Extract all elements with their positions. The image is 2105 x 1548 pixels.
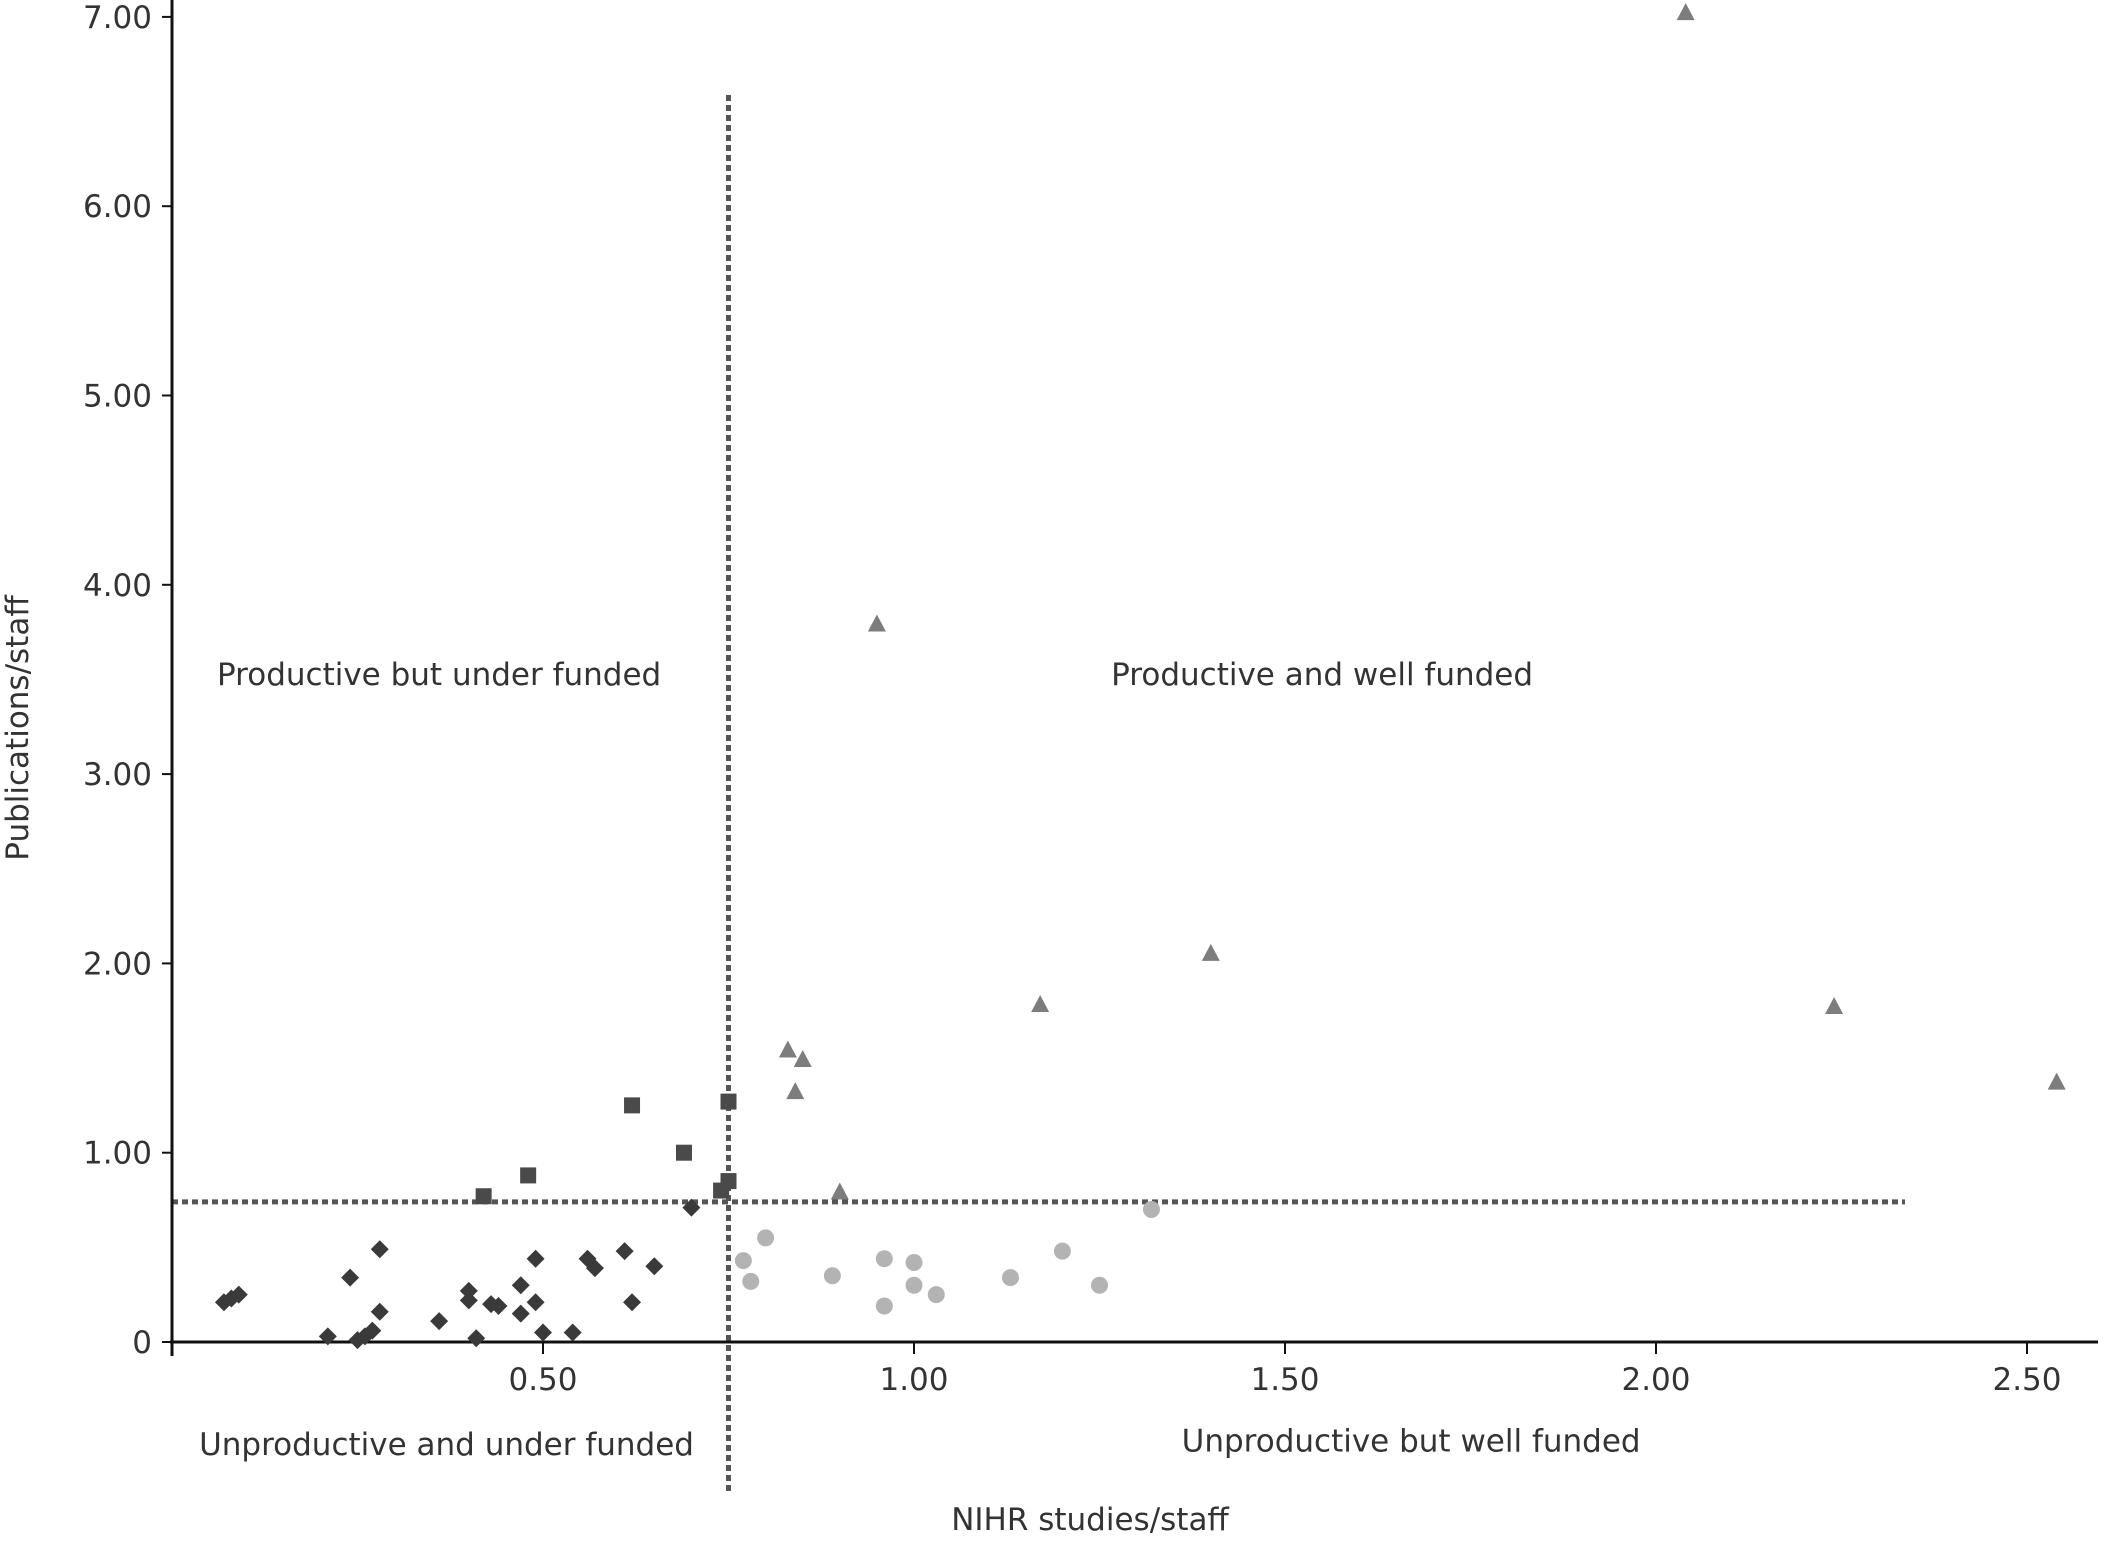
data-point-diamond [534,1323,552,1342]
y-tick-label: 6.00 [83,189,152,225]
data-point-circle [742,1272,760,1290]
data-point-diamond [341,1268,360,1287]
quadrant-label: Productive but under funded [217,657,661,693]
axes [162,0,2098,1356]
data-point-diamond [363,1321,382,1340]
data-point-square [720,1173,737,1190]
data-point-square [475,1188,492,1205]
quadrant-label: Unproductive and under funded [199,1427,694,1463]
data-point-triangle [1201,943,1220,961]
data-point-diamond [370,1302,389,1321]
data-point-diamond [370,1240,389,1259]
data-point-diamond [585,1259,604,1278]
data-point-circle [757,1229,775,1247]
quadrant-label: Unproductive but well funded [1182,1423,1641,1459]
data-point-diamond [459,1281,478,1300]
data-point-square [675,1144,692,1161]
reference-lines [172,95,1905,1492]
tick-labels: 0.50 1.00 1.50 2.00 2.50 0 1.00 2.00 3.00 4.00 5.0… [83,0,2062,1398]
x-tick-label: 0.50 [508,1362,577,1398]
data-point-diamond [682,1198,701,1217]
quadrant-label: Productive and well funded [1111,657,1533,693]
data-point-circle [1053,1242,1071,1260]
data-point-circle [905,1276,923,1294]
data-point-circle [1091,1276,1108,1294]
data-point-circle [823,1267,841,1285]
data-point-triangle [778,1040,797,1058]
data-point-diamond [467,1329,486,1348]
data-point-diamond [623,1293,642,1312]
y-tick-label: 3.00 [83,757,152,793]
x-tick-label: 2.00 [1621,1362,1690,1398]
data-point-diamond [526,1293,545,1312]
data-points [214,3,2066,1350]
y-tick-label: 0 [132,1325,152,1361]
y-axis-title: Publications/staff [0,595,36,861]
data-point-triangle [1676,3,1695,21]
data-point-diamond [489,1297,508,1316]
quadrant-labels: Productive but under funded Productive an… [199,657,1641,1463]
data-point-diamond [430,1312,449,1331]
y-tick-label: 2.00 [83,946,152,982]
y-tick-label: 1.00 [83,1136,152,1172]
y-tick-label: 7.00 [83,0,152,36]
data-point-circle [1142,1200,1160,1218]
data-point-diamond [615,1242,634,1261]
data-point-diamond [563,1323,582,1342]
data-point-square [520,1167,537,1184]
x-tick-label: 1.50 [1250,1362,1319,1398]
data-point-triangle [830,1182,849,1200]
data-point-circle [734,1252,752,1270]
data-point-circle [905,1253,923,1271]
data-point-circle [927,1286,945,1304]
data-point-diamond [318,1327,337,1346]
data-point-triangle [786,1082,805,1100]
data-point-triangle [867,614,886,632]
data-point-diamond [459,1291,478,1310]
y-tick-label: 4.00 [83,568,152,604]
data-point-circle [875,1250,893,1268]
x-axis-title: NIHR studies/staff [951,1502,1229,1538]
x-tick-label: 1.00 [879,1362,948,1398]
data-point-square [720,1093,737,1110]
data-point-diamond [645,1257,664,1276]
data-point-diamond [511,1304,530,1323]
data-point-circle [875,1297,893,1315]
x-tick-label: 2.50 [1992,1362,2061,1398]
data-point-triangle [2047,1072,2066,1090]
data-point-diamond [526,1249,545,1268]
data-point-square [624,1097,641,1114]
data-point-diamond [511,1276,530,1295]
data-point-triangle [1825,996,1844,1014]
data-point-triangle [793,1049,812,1067]
data-point-diamond [229,1285,248,1304]
data-point-circle [1001,1269,1019,1287]
data-point-triangle [1031,995,1050,1013]
y-tick-label: 5.00 [83,379,152,415]
